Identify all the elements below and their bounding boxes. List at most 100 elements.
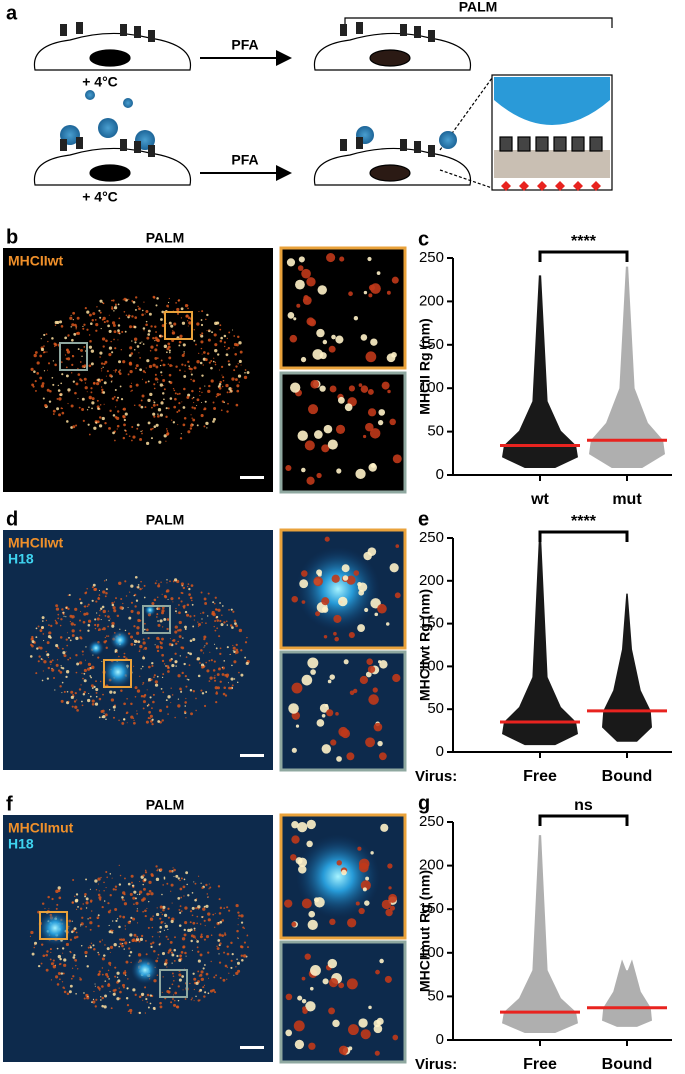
localization — [319, 352, 327, 360]
localization — [150, 437, 153, 440]
localization — [141, 394, 145, 398]
localization — [142, 682, 145, 684]
localization — [219, 652, 222, 655]
localization — [165, 415, 168, 419]
localization — [235, 365, 238, 368]
localization — [101, 605, 105, 609]
localization — [99, 311, 102, 314]
localization — [243, 941, 246, 944]
localization — [131, 439, 133, 442]
localization — [205, 318, 207, 321]
localization — [158, 936, 161, 938]
localization — [192, 418, 196, 422]
localization — [247, 946, 249, 949]
localization — [188, 365, 190, 368]
localization — [226, 966, 229, 968]
localization — [85, 901, 89, 905]
localization — [148, 889, 152, 893]
localization — [101, 318, 104, 321]
localization — [125, 997, 129, 1000]
localization — [203, 704, 207, 708]
localization — [145, 953, 148, 956]
localization — [150, 325, 153, 328]
localization — [355, 468, 366, 479]
localization — [35, 636, 38, 639]
localization — [169, 351, 171, 354]
y-tick-label: 200 — [419, 857, 444, 874]
localization — [358, 1018, 368, 1028]
localization — [102, 714, 106, 719]
localization — [224, 674, 227, 677]
localization — [141, 432, 143, 435]
localization — [240, 945, 244, 949]
channel-label: MHCIIwt — [8, 535, 64, 551]
localization — [161, 609, 165, 613]
localization — [179, 655, 182, 657]
localization — [346, 575, 356, 585]
localization — [89, 888, 91, 890]
localization — [395, 544, 400, 548]
localization — [178, 402, 181, 405]
localization — [98, 594, 101, 596]
localization — [156, 596, 159, 598]
localization — [67, 658, 70, 661]
localization — [134, 696, 137, 698]
localization — [238, 671, 240, 674]
localization — [130, 916, 133, 919]
localization — [218, 912, 222, 915]
localization — [120, 397, 124, 401]
localization — [218, 667, 221, 671]
localization — [144, 622, 146, 625]
localization — [112, 705, 116, 709]
localization — [129, 1012, 132, 1014]
localization — [164, 924, 168, 928]
localization — [174, 392, 177, 395]
localization — [188, 321, 192, 325]
localization — [76, 662, 80, 666]
localization — [224, 694, 228, 697]
localization — [223, 907, 226, 910]
localization — [88, 406, 90, 408]
localization — [219, 602, 221, 604]
localization — [69, 951, 72, 954]
localization — [167, 938, 170, 941]
localization — [363, 551, 372, 561]
localization — [123, 718, 125, 721]
localization — [119, 369, 121, 371]
localization — [128, 954, 131, 957]
localization — [50, 664, 52, 666]
localization — [71, 634, 75, 637]
localization — [160, 359, 163, 362]
localization — [178, 611, 181, 615]
localization — [196, 938, 198, 941]
localization — [66, 420, 69, 423]
localization — [154, 582, 157, 585]
localization — [378, 752, 387, 761]
localization — [187, 360, 190, 363]
localization — [151, 662, 154, 665]
localization — [94, 1005, 97, 1008]
localization — [148, 704, 150, 706]
localization — [137, 305, 139, 308]
localization — [207, 977, 210, 979]
scale-bar — [240, 476, 264, 479]
localization — [166, 430, 169, 432]
localization — [129, 346, 133, 350]
localization — [67, 334, 70, 337]
localization — [150, 942, 153, 945]
localization — [220, 336, 223, 340]
localization — [87, 995, 89, 998]
localization — [95, 680, 97, 683]
localization — [98, 896, 102, 900]
localization — [139, 644, 143, 649]
localization — [214, 912, 216, 914]
localization — [289, 334, 298, 343]
localization — [83, 377, 87, 381]
localization — [228, 972, 230, 974]
localization — [67, 607, 70, 611]
localization — [183, 710, 187, 713]
localization — [150, 945, 153, 949]
localization — [230, 677, 234, 681]
localization — [293, 317, 297, 321]
localization — [246, 371, 250, 374]
